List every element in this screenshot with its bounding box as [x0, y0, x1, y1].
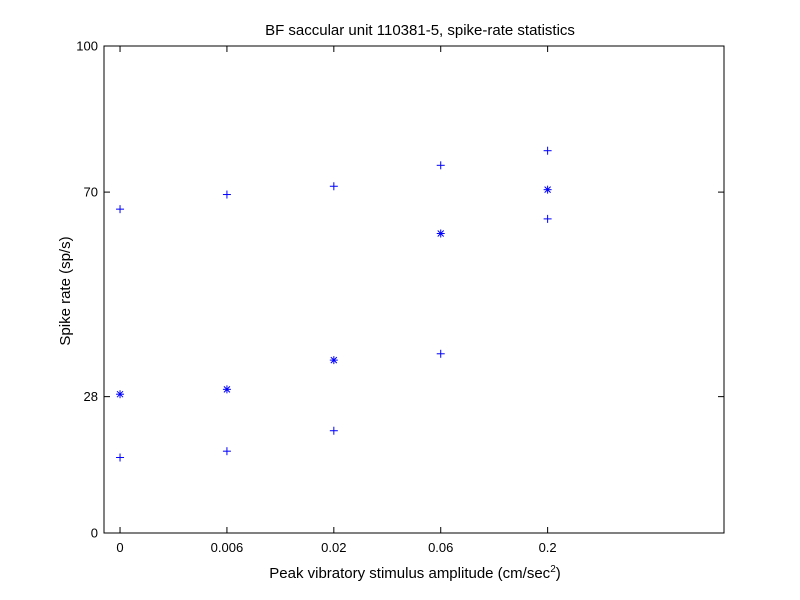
x-tick-label: 0.006: [211, 540, 244, 555]
star-marker: [116, 390, 125, 399]
x-axis-label-superscript: 2: [550, 564, 556, 575]
y-tick-label: 0: [91, 526, 98, 541]
plus-marker: [222, 190, 231, 199]
plus-marker: [329, 182, 338, 191]
plus-marker: [222, 447, 231, 456]
x-axis-label-close: ): [556, 565, 561, 582]
x-axis-label-main: Peak vibratory stimulus amplitude (cm/se…: [269, 565, 550, 582]
star-marker: [329, 356, 338, 365]
plus-marker: [116, 453, 125, 462]
star-marker: [222, 385, 231, 394]
star-marker: [543, 185, 552, 194]
x-tick-label: 0.2: [539, 540, 557, 555]
plus-marker: [116, 205, 125, 214]
plus-marker: [436, 161, 445, 170]
plus-marker: [543, 146, 552, 155]
star-marker: [436, 229, 445, 238]
y-tick-label: 28: [84, 389, 98, 404]
x-tick-label: 0.02: [321, 540, 346, 555]
data-markers: [116, 146, 552, 462]
chart-title: BF saccular unit 110381-5, spike-rate st…: [265, 22, 575, 39]
y-tick-labels: 0 28 70 100: [76, 39, 98, 541]
plus-marker: [543, 214, 552, 223]
plus-marker: [329, 426, 338, 435]
y-axis-label: Spike rate (sp/s): [57, 236, 74, 345]
plot-area: [103, 45, 725, 534]
plus-marker: [436, 349, 445, 358]
axes: [103, 45, 725, 534]
x-tick-label: 0.06: [428, 540, 453, 555]
x-axis-label: Peak vibratory stimulus amplitude (cm/se…: [269, 564, 561, 582]
x-tick-label: 0: [116, 540, 123, 555]
y-tick-label: 100: [76, 39, 98, 54]
tick-marks: [104, 45, 724, 534]
y-tick-label: 70: [84, 185, 98, 200]
x-tick-labels: 0 0.006 0.02 0.06 0.2: [116, 540, 556, 555]
